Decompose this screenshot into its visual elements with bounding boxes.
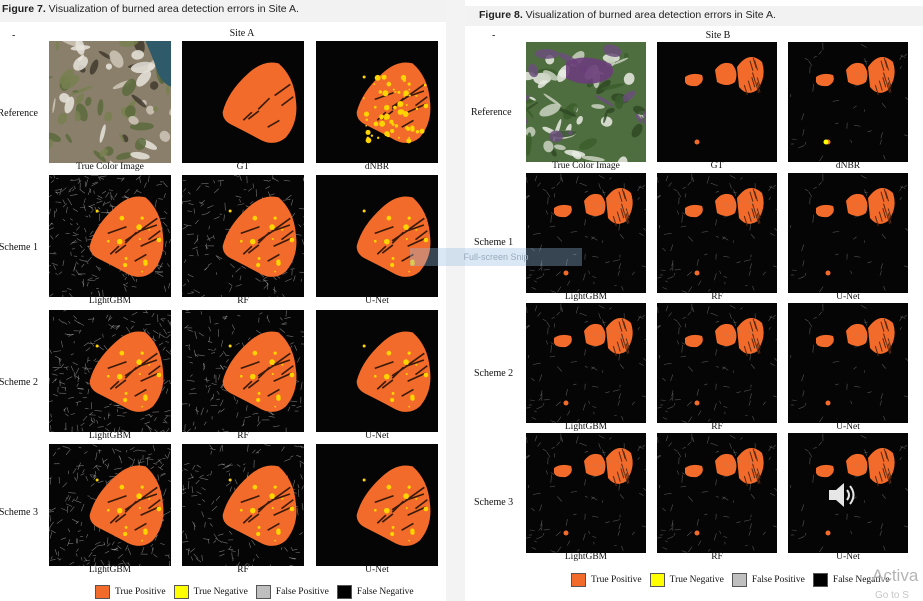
- activation-watermark: Activa: [872, 566, 919, 585]
- tile-scheme-3-1: [657, 433, 777, 553]
- tile-caption: LightGBM: [88, 296, 132, 306]
- site-b-title: Site B: [705, 30, 731, 41]
- corner-dash: -: [12, 30, 16, 41]
- row-label-scheme-1: Scheme 1: [0, 242, 38, 253]
- row-label-reference: Reference: [0, 108, 38, 119]
- tile-scheme-2-1: [657, 303, 777, 423]
- legend-label: True Positive: [591, 575, 642, 585]
- tile-scheme-2-2: [788, 303, 908, 423]
- row-label-scheme-2: Scheme 2: [0, 377, 38, 388]
- legend-label: False Negative: [832, 575, 890, 585]
- figure-7-legend: True Positive True Negative False Positi…: [95, 585, 422, 599]
- tile-scheme-1-0: [49, 175, 171, 297]
- tile-scheme-1-1: [182, 175, 304, 297]
- tile-reference-0: [49, 41, 171, 163]
- tile-caption: dNBR: [364, 162, 390, 172]
- tile-scheme-3-1: [182, 444, 304, 566]
- legend-item: False Positive: [731, 573, 805, 587]
- legend-item: False Positive: [255, 585, 329, 599]
- legend-label: False Positive: [275, 587, 329, 597]
- tile-reference-2: [788, 42, 908, 162]
- legend-item: True Positive: [95, 585, 166, 599]
- legend-swatch: [812, 573, 828, 587]
- row-label-scheme-2: Scheme 2: [474, 368, 514, 379]
- legend-label: False Negative: [356, 587, 414, 597]
- legend-swatch: [336, 585, 352, 599]
- figure-7-panel: Figure 7. Visualization of burned area d…: [0, 0, 446, 601]
- figure-7-caption-text: Visualization of burned area detection e…: [45, 3, 299, 15]
- tile-caption: RF: [711, 552, 723, 562]
- corner-dash: -: [492, 30, 496, 41]
- legend-swatch: [255, 585, 271, 599]
- tile-caption: LightGBM: [88, 565, 132, 575]
- tile-caption: RF: [237, 296, 249, 306]
- tile-caption: dNBR: [835, 161, 861, 171]
- page-gap: [446, 0, 465, 601]
- legend-item: True Negative: [649, 573, 724, 587]
- tile-reference-1: [657, 42, 777, 162]
- tile-caption: LightGBM: [564, 292, 608, 302]
- tile-caption: True Color Image: [552, 161, 620, 171]
- tile-reference-2: [316, 41, 438, 163]
- tile-caption: U-Net: [365, 431, 389, 441]
- legend-swatch: [649, 573, 665, 587]
- legend-label: False Positive: [751, 575, 805, 585]
- figure-8-caption-label: Figure 8.: [479, 9, 523, 21]
- tile-scheme-1-2: [788, 173, 908, 293]
- activation-watermark-sub: Go to S: [875, 590, 909, 601]
- full-screen-snip-overlay[interactable]: Full-screen Snip: [410, 248, 582, 266]
- tile-reference-0: [526, 42, 646, 162]
- figure-8-caption: Figure 8. Visualization of burned area d…: [465, 6, 923, 26]
- tile-scheme-1-0: [526, 173, 646, 293]
- tile-scheme-2-2: [316, 310, 438, 432]
- legend-item: False Negative: [336, 585, 414, 599]
- tile-caption: LightGBM: [88, 431, 132, 441]
- figure-8-caption-text: Visualization of burned area detection e…: [522, 9, 776, 21]
- tile-caption: U-Net: [365, 296, 389, 306]
- figure-7-caption: Figure 7. Visualization of burned area d…: [0, 0, 446, 22]
- legend-item: False Negative: [812, 573, 890, 587]
- figure-7-caption-label: Figure 7.: [2, 3, 46, 15]
- figure-8-panel: Figure 8. Visualization of burned area d…: [465, 0, 923, 601]
- tile-scheme-2-1: [182, 310, 304, 432]
- row-label-reference: Reference: [471, 107, 512, 118]
- row-label-scheme-3: Scheme 3: [0, 507, 38, 518]
- legend-swatch: [571, 573, 586, 587]
- legend-label: True Negative: [669, 575, 724, 585]
- tile-caption: True Color Image: [76, 162, 144, 172]
- tile-caption: U-Net: [836, 552, 860, 562]
- tile-caption: U-Net: [365, 565, 389, 575]
- tile-scheme-2-0: [526, 303, 646, 423]
- row-label-scheme-1: Scheme 1: [474, 237, 514, 248]
- tile-scheme-3-2: [316, 444, 438, 566]
- legend-item: True Positive: [571, 573, 642, 587]
- tile-scheme-1-2: [316, 175, 438, 297]
- tile-caption: U-Net: [836, 292, 860, 302]
- legend-swatch: [173, 585, 189, 599]
- tile-caption: GT: [236, 162, 250, 172]
- tile-scheme-3-0: [49, 444, 171, 566]
- legend-label: True Positive: [115, 587, 166, 597]
- tile-caption: GT: [710, 161, 724, 171]
- legend-item: True Negative: [173, 585, 248, 599]
- figure-8-legend: True Positive True Negative False Positi…: [571, 573, 898, 587]
- tile-caption: RF: [237, 431, 249, 441]
- tile-caption: LightGBM: [564, 552, 608, 562]
- tile-scheme-1-1: [657, 173, 777, 293]
- tile-caption: U-Net: [836, 422, 860, 432]
- tile-caption: LightGBM: [564, 422, 608, 432]
- tile-scheme-3-0: [526, 433, 646, 553]
- legend-swatch: [95, 585, 110, 599]
- tile-reference-1: [182, 41, 304, 163]
- tile-caption: RF: [711, 422, 723, 432]
- legend-label: True Negative: [193, 587, 248, 597]
- row-label-scheme-3: Scheme 3: [474, 497, 514, 508]
- tile-caption: RF: [711, 292, 723, 302]
- tile-scheme-2-0: [49, 310, 171, 432]
- legend-swatch: [731, 573, 747, 587]
- speaker-icon[interactable]: [826, 480, 858, 510]
- site-a-title: Site A: [229, 28, 255, 39]
- tile-caption: RF: [237, 565, 249, 575]
